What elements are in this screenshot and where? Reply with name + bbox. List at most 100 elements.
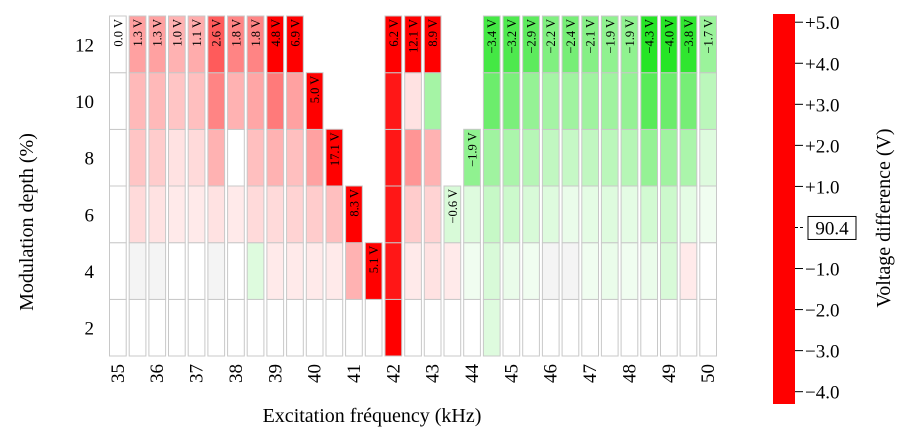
threshold-label: 8.9 V <box>426 19 440 47</box>
heatmap-cell <box>561 128 580 187</box>
heatmap-cell <box>482 15 501 74</box>
heatmap-cell <box>325 242 344 300</box>
colorbar-tick-label: −3.0 <box>805 342 839 363</box>
heatmap-cell <box>640 242 658 300</box>
x-tick-label: 43 <box>423 364 444 383</box>
heatmap-cell <box>128 242 147 300</box>
heatmap-cell <box>207 185 226 244</box>
heatmap-cell <box>600 242 619 300</box>
heatmap-cell <box>541 242 560 300</box>
colorbar-label: Voltage difference (V) <box>873 128 895 307</box>
heatmap-cell <box>561 15 580 74</box>
heatmap-cell <box>187 72 206 130</box>
heatmap-cell <box>168 128 186 187</box>
heatmap-cell <box>502 72 521 130</box>
threshold-label: 1.8 V <box>229 19 243 47</box>
colorbar-gradient <box>773 14 795 404</box>
heatmap-cell <box>286 15 304 74</box>
heatmap-cell <box>325 185 344 244</box>
threshold-label: −4.0 V <box>662 19 676 54</box>
x-tick-label: 46 <box>541 364 562 383</box>
heatmap-cell <box>168 185 186 244</box>
heatmap-cell <box>404 185 422 244</box>
threshold-label: 6.9 V <box>288 19 302 47</box>
heatmap-cell <box>581 185 599 244</box>
heatmap-cell <box>404 15 422 74</box>
heatmap-cell <box>345 185 363 244</box>
heatmap-cell <box>561 72 580 130</box>
heatmap-cell <box>679 128 698 187</box>
threshold-label: −4.3 V <box>643 19 657 54</box>
colorbar-marker-label: 90.4 <box>815 218 849 239</box>
heatmap-cell <box>581 72 599 130</box>
heatmap-cell <box>404 242 422 300</box>
colorbar-tick-label: −4.0 <box>805 383 839 404</box>
heatmap-cell <box>305 242 324 300</box>
x-tick-labels: 35 36 37 38 39 40 41 42 43 44 45 46 47 48 49 50 <box>108 364 719 384</box>
heatmap-cell <box>640 15 658 74</box>
heatmap-cell <box>482 298 501 357</box>
x-tick-label: 47 <box>580 364 601 383</box>
colorbar-marker-box <box>807 215 857 240</box>
heatmap-cell <box>345 242 363 300</box>
heatmap-cell <box>581 298 599 357</box>
heatmap-cell <box>227 15 245 74</box>
threshold-label: 1.1 V <box>190 19 204 47</box>
threshold-label: −1.9 V <box>623 19 637 54</box>
heatmap-cell <box>660 298 678 357</box>
threshold-label: 1.0 V <box>170 19 184 47</box>
heatmap-cell <box>384 298 403 357</box>
x-tick-label: 49 <box>659 364 680 383</box>
heatmap-cell <box>660 15 678 74</box>
colorbar-tick-label: +3.0 <box>805 95 839 116</box>
heatmap-cell <box>423 15 442 74</box>
heatmap-cell <box>227 242 245 300</box>
heatmap-cell <box>148 128 167 187</box>
heatmap-cell <box>404 72 422 130</box>
colorbar-tick-label: +5.0 <box>805 13 839 34</box>
heatmap-cell <box>286 128 304 187</box>
threshold-label: −1.9 V <box>466 132 480 167</box>
heatmap-cell <box>168 15 186 74</box>
heatmap-cell <box>699 185 717 244</box>
heatmap-cell <box>679 242 698 300</box>
threshold-label: 5.1 V <box>367 246 381 274</box>
x-tick-label: 37 <box>187 364 208 383</box>
heatmap-cell <box>443 242 462 300</box>
x-tick-label: 39 <box>265 364 286 383</box>
heatmap-cell <box>246 185 265 244</box>
x-tick-label: 35 <box>108 364 129 383</box>
heatmap-cell <box>227 128 245 187</box>
heatmap-cells <box>109 15 717 357</box>
x-tick-label: 48 <box>619 364 640 383</box>
heatmap-cell <box>423 128 442 187</box>
heatmap-cell <box>522 185 540 244</box>
heatmap-cell <box>207 298 226 357</box>
threshold-label: 5.0 V <box>308 76 322 104</box>
y-tick-label: 6 <box>85 205 95 226</box>
heatmap-cell <box>305 72 324 130</box>
heatmap-cell <box>423 72 442 130</box>
heatmap-cell <box>384 72 403 130</box>
heatmap-cell <box>168 298 186 357</box>
threshold-label: 1.3 V <box>151 19 165 47</box>
heatmap-cell <box>522 242 540 300</box>
heatmap-cell <box>463 128 481 187</box>
colorbar-tick-label: −1.0 <box>805 260 839 281</box>
heatmap-cell <box>109 298 127 357</box>
heatmap-cell <box>699 128 717 187</box>
threshold-label: 1.8 V <box>249 19 263 47</box>
heatmap-cell <box>640 298 658 357</box>
heatmap-cell <box>384 185 403 244</box>
heatmap-cell <box>541 185 560 244</box>
heatmap-cell <box>207 128 226 187</box>
threshold-label: −1.9 V <box>603 19 617 54</box>
heatmap-cell <box>482 185 501 244</box>
heatmap-cell <box>128 298 147 357</box>
heatmap-cell <box>443 298 462 357</box>
heatmap-cell <box>266 185 285 244</box>
heatmap-cell <box>227 185 245 244</box>
heatmap-cell <box>168 242 186 300</box>
heatmap-cell <box>246 72 265 130</box>
colorbar: +5.0 +4.0 +3.0 +2.0 +1.0 −1.0 −2.0 −3.0 −4.0 90.4 <box>773 13 857 404</box>
